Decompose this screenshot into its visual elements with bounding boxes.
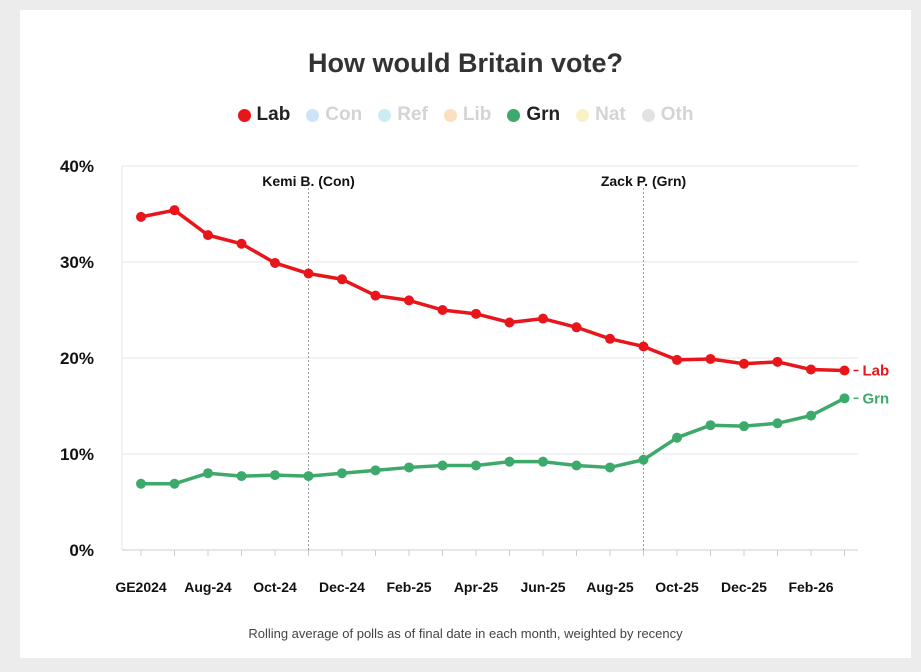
x-tick-label: Apr-25 — [454, 579, 499, 595]
data-point-grn[interactable] — [169, 478, 180, 489]
y-tick-label: 30% — [60, 253, 94, 272]
data-point-lab[interactable] — [337, 274, 347, 285]
data-point-lab[interactable] — [672, 354, 682, 365]
data-point-lab[interactable] — [571, 322, 582, 333]
series-line-grn — [139, 396, 847, 486]
data-point-grn[interactable] — [638, 454, 649, 465]
legend-marker-ref — [378, 108, 392, 122]
y-tick-label: 10% — [60, 445, 94, 464]
x-tick-label: Jun-25 — [520, 579, 565, 595]
data-point-lab[interactable] — [270, 257, 280, 268]
data-point-grn[interactable] — [337, 468, 347, 479]
data-point-grn[interactable] — [404, 462, 414, 473]
series-end-label-lab: Lab — [863, 362, 890, 379]
data-point-grn[interactable] — [270, 470, 280, 481]
x-tick-label: Oct-24 — [253, 579, 297, 595]
legend-item-grn[interactable]: Grn — [507, 104, 560, 126]
data-point-grn[interactable] — [705, 420, 716, 431]
data-point-grn[interactable] — [672, 432, 682, 443]
series-end-label-grn: Grn — [863, 390, 890, 407]
chart-legend: Lab Con Ref Lib Grn Nat Oth — [20, 104, 911, 126]
y-tick-label: 40% — [60, 157, 94, 176]
series-line-lab — [139, 208, 847, 373]
legend-label: Lab — [256, 104, 291, 125]
legend-marker-con — [306, 108, 320, 122]
data-point-lab[interactable] — [772, 356, 783, 367]
chart-title: How would Britain vote? — [308, 48, 623, 78]
line-chart: 0% 10% 20% 30% 40% GE2024 Aug-24 Oct-24 Dec-24 Fe… — [60, 157, 890, 595]
x-tick-label: Dec-24 — [319, 579, 365, 595]
legend-label: Ref — [397, 104, 428, 125]
data-point-lab[interactable] — [605, 333, 615, 344]
legend-item-lab[interactable]: Lab — [237, 104, 291, 126]
x-tick-label: Feb-26 — [788, 579, 833, 595]
data-point-lab[interactable] — [236, 238, 247, 249]
data-point-lab[interactable] — [504, 317, 515, 328]
data-point-grn[interactable] — [605, 462, 615, 473]
data-point-lab[interactable] — [136, 211, 146, 222]
data-point-lab[interactable] — [538, 313, 548, 324]
legend-label: Lib — [462, 104, 492, 125]
legend-marker-grn — [507, 108, 521, 122]
legend-marker-oth — [641, 108, 655, 122]
data-point-lab[interactable] — [203, 230, 213, 241]
data-point-lab[interactable] — [471, 308, 481, 319]
chart-footnote: Rolling average of polls as of final dat… — [248, 626, 683, 641]
data-point-grn[interactable] — [236, 471, 247, 482]
x-tick-label: Dec-25 — [721, 579, 767, 595]
data-point-lab[interactable] — [705, 353, 716, 364]
data-point-grn[interactable] — [136, 478, 146, 489]
data-point-lab[interactable] — [739, 358, 749, 369]
data-point-lab[interactable] — [638, 341, 649, 352]
data-point-grn[interactable] — [538, 456, 548, 467]
chart-card: How would Britain vote? Lab Con Ref Lib Grn N… — [20, 10, 911, 658]
annotation-label: Kemi B. (Con) — [262, 173, 355, 189]
data-point-lab[interactable] — [806, 364, 816, 375]
data-point-grn[interactable] — [370, 465, 381, 476]
data-point-lab[interactable] — [437, 305, 448, 315]
legend-label: Con — [325, 104, 363, 125]
legend-marker-nat — [576, 108, 590, 122]
data-point-lab[interactable] — [404, 295, 414, 306]
x-tick-label: GE2024 — [115, 579, 167, 595]
data-point-grn[interactable] — [571, 460, 582, 471]
data-point-grn[interactable] — [839, 393, 850, 404]
legend-item-nat[interactable]: Nat — [576, 104, 626, 126]
annotation-label: Zack P. (Grn) — [601, 173, 686, 189]
legend-item-oth[interactable]: Oth — [641, 104, 694, 126]
legend-marker-lab — [237, 108, 251, 122]
y-tick-label: 20% — [60, 349, 94, 368]
data-point-lab[interactable] — [370, 290, 381, 301]
x-tick-label: Feb-25 — [386, 579, 431, 595]
y-tick-label: 0% — [69, 541, 94, 560]
data-point-lab[interactable] — [839, 365, 850, 376]
legend-label: Grn — [526, 104, 561, 125]
legend-label: Oth — [660, 104, 694, 125]
data-point-grn[interactable] — [303, 471, 314, 482]
x-tick-label: Aug-24 — [184, 579, 232, 595]
data-point-grn[interactable] — [772, 418, 783, 429]
legend-item-con[interactable]: Con — [306, 104, 362, 126]
data-point-grn[interactable] — [739, 421, 749, 432]
data-point-lab[interactable] — [169, 205, 180, 216]
legend-marker-lib — [443, 108, 457, 122]
data-point-grn[interactable] — [203, 468, 213, 479]
data-point-grn[interactable] — [471, 460, 481, 471]
data-point-grn[interactable] — [806, 410, 816, 421]
data-point-grn[interactable] — [504, 456, 515, 467]
legend-label: Nat — [595, 104, 626, 125]
x-tick-label: Aug-25 — [586, 579, 634, 595]
legend-item-ref[interactable]: Ref — [378, 104, 428, 126]
x-tick-label: Oct-25 — [655, 579, 699, 595]
legend-item-lib[interactable]: Lib — [443, 104, 492, 126]
data-point-lab[interactable] — [303, 268, 314, 279]
data-point-grn[interactable] — [437, 460, 448, 471]
